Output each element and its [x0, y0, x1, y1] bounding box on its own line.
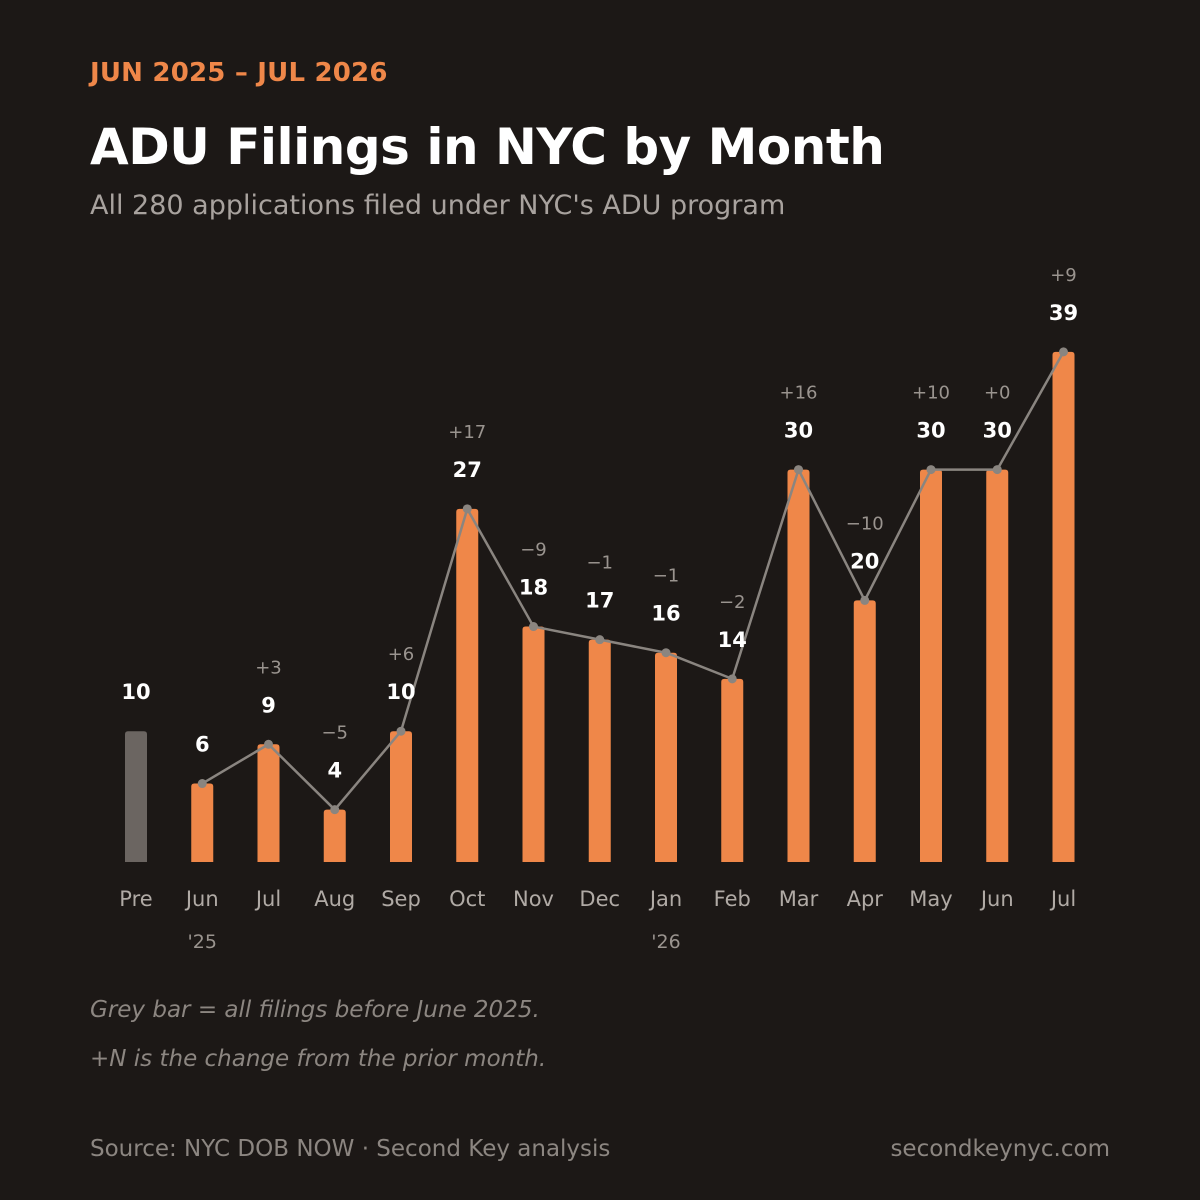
bar-jun	[191, 783, 214, 862]
trend-line	[201, 351, 1065, 811]
bar-oct	[456, 508, 479, 862]
x-tick-label: Mar	[779, 887, 819, 911]
value-label: 14	[718, 628, 747, 652]
line-group	[197, 347, 1068, 815]
trend-point	[860, 595, 870, 605]
date-range-eyebrow: JUN 2025 – JUL 2026	[90, 58, 388, 88]
trend-point	[396, 726, 406, 736]
trend-point	[595, 635, 605, 645]
value-label: 9	[261, 693, 276, 717]
x-tick-label: Feb	[714, 887, 751, 911]
change-label: +3	[255, 657, 282, 678]
trend-point	[794, 465, 803, 475]
bar-apr	[853, 600, 876, 862]
x-tick-label: Pre	[119, 887, 152, 911]
value-label: 10	[386, 680, 415, 704]
change-label: −1	[653, 566, 680, 587]
bar-sep	[390, 731, 412, 862]
trend-point	[264, 739, 273, 749]
change-label: −1	[586, 553, 613, 574]
x-tick-label: Jun	[184, 887, 219, 911]
note-change: +N is the change from the prior month.	[90, 1046, 547, 1072]
trend-point	[462, 504, 472, 514]
bar-aug	[323, 809, 346, 862]
change-label: −2	[719, 592, 746, 613]
bar-jan	[655, 652, 677, 862]
change-label: +16	[780, 383, 818, 404]
x-tick-label: Oct	[449, 887, 485, 911]
trend-point	[1059, 347, 1068, 357]
trend-point	[661, 648, 671, 658]
bar-pre	[125, 731, 147, 862]
change-label: +10	[912, 383, 950, 404]
value-label: 27	[453, 458, 482, 482]
x-tick-label: Aug	[314, 887, 355, 911]
x-tick-label: Nov	[513, 887, 554, 911]
bar-dec	[588, 639, 611, 862]
note-grey-bar: Grey bar = all filings before June 2025.	[90, 997, 540, 1023]
bar-may	[920, 469, 942, 862]
value-label: 6	[195, 733, 210, 757]
year-tick-label: '26	[651, 931, 680, 953]
trend-point	[529, 622, 538, 632]
bar-jul	[1052, 351, 1075, 862]
x-tick-label: Jun	[979, 887, 1014, 911]
source-credit: Source: NYC DOB NOW · Second Key analysi…	[90, 1136, 611, 1162]
trend-point	[197, 779, 207, 789]
change-label: +9	[1050, 265, 1077, 286]
bar-jun	[986, 469, 1009, 862]
x-tick-label: Apr	[847, 887, 884, 911]
change-label: +6	[388, 644, 415, 665]
value-label: 4	[327, 759, 342, 783]
change-label: +0	[984, 383, 1011, 404]
trend-point	[727, 674, 737, 684]
chart-title: ADU Filings in NYC by Month	[90, 118, 885, 176]
change-label: −9	[520, 540, 547, 561]
x-tick-label: Jul	[1049, 887, 1076, 911]
change-label: −5	[321, 723, 348, 744]
x-tick-label: Jan	[648, 887, 682, 911]
value-label: 17	[585, 589, 614, 613]
value-label: 30	[916, 419, 945, 443]
value-label: 10	[121, 680, 150, 704]
trend-point	[992, 465, 1002, 475]
year-tick-label: '25	[188, 931, 217, 953]
value-label: 16	[651, 602, 680, 626]
value-label: 18	[519, 576, 548, 600]
bar-nov	[522, 626, 545, 862]
x-tick-label: May	[909, 887, 952, 911]
value-label: 30	[784, 419, 813, 443]
trend-point	[330, 805, 340, 815]
chart-subtitle: All 280 applications filed under NYC's A…	[90, 190, 786, 221]
trend-point	[926, 465, 936, 475]
value-label: 39	[1049, 301, 1078, 325]
bar-mar	[787, 469, 810, 862]
bars-group	[125, 351, 1075, 862]
x-tick-label: Dec	[579, 887, 620, 911]
x-tick-label: Jul	[254, 887, 281, 911]
value-label: 20	[850, 549, 879, 573]
site-link[interactable]: secondkeynyc.com	[890, 1136, 1110, 1162]
bar-jul	[257, 744, 280, 862]
labels-group: 10 Pre 6 Jun '25 9 +3 Jul 4 −5 Aug 10 +6 Sep 27 +17 Oct 1…	[119, 265, 1078, 953]
change-label: +17	[448, 422, 486, 443]
x-tick-label: Sep	[381, 887, 421, 911]
bar-feb	[721, 678, 744, 862]
value-label: 30	[983, 419, 1012, 443]
change-label: −10	[846, 513, 884, 534]
